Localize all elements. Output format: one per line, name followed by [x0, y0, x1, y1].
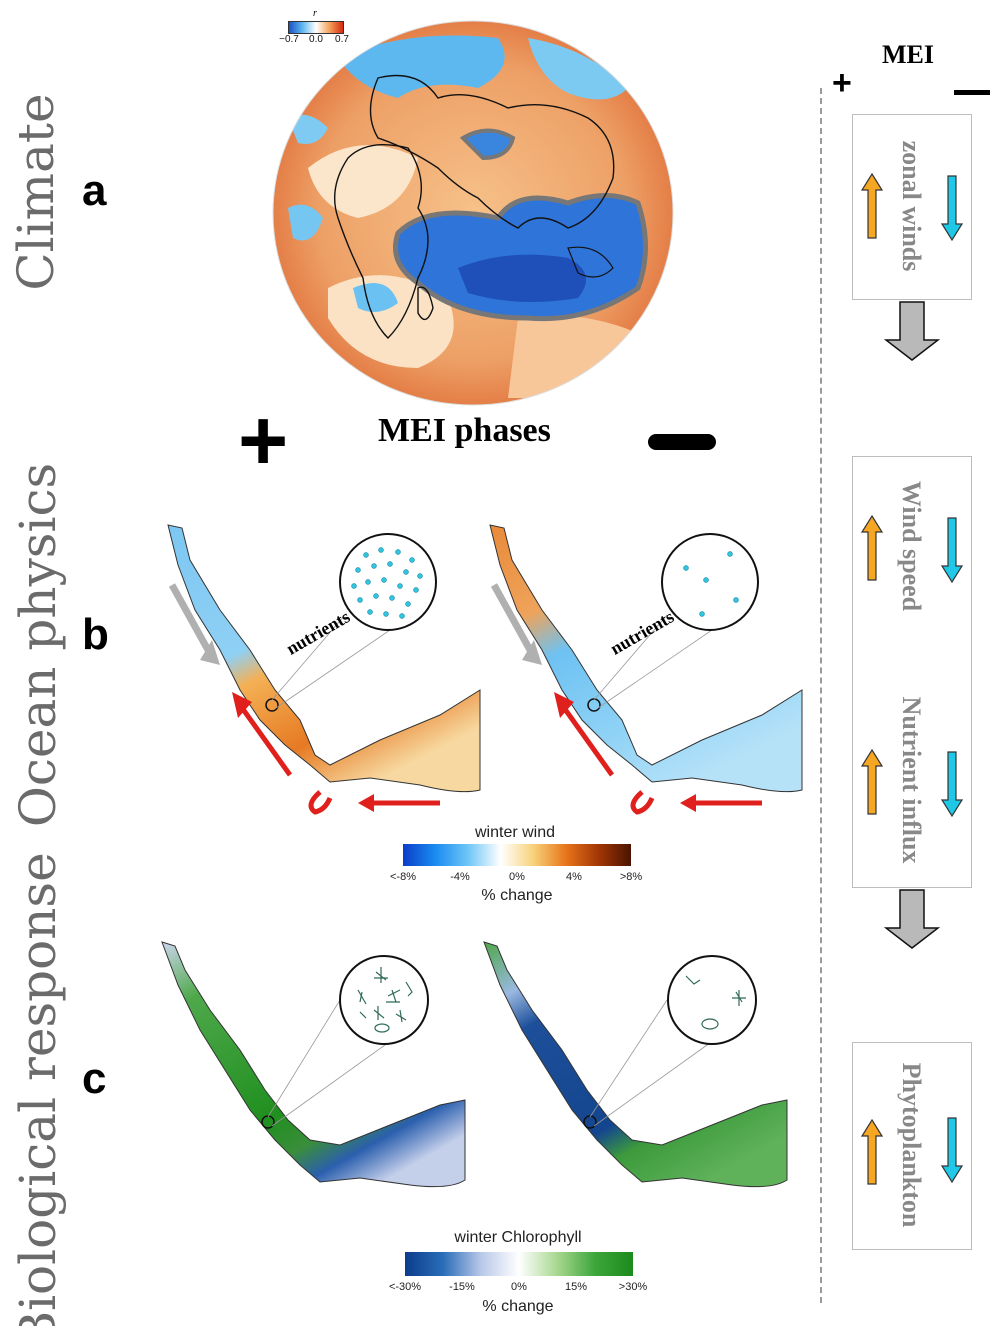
- right-plus: +: [832, 64, 852, 102]
- right-divider: [820, 88, 822, 1303]
- flow-arrow-icon-2: [884, 889, 940, 949]
- phytoplankton-bubble-negative: [667, 955, 757, 1045]
- phytoplankton-bubble-positive: [339, 955, 429, 1045]
- mei-phases-title: MEI phases: [378, 412, 551, 449]
- wind-map-positive: [167, 524, 481, 815]
- minus-sign: [648, 434, 716, 450]
- globe-legend-symbol: r: [313, 8, 317, 19]
- box-zonal-winds-label: zonal winds: [897, 140, 926, 272]
- chl-colorbar-unit: % change: [482, 1298, 554, 1315]
- panel-letter-c: c: [82, 1054, 107, 1103]
- chl-tick-0: <-30%: [388, 1281, 422, 1293]
- ocean-physics-label: Ocean physics: [9, 462, 67, 828]
- wind-tick-3: 4%: [566, 871, 582, 883]
- arrow-down-icon: [940, 1117, 964, 1184]
- box-nutrient-influx-label: Nutrient influx: [897, 696, 926, 864]
- arrow-up-icon: [860, 1118, 884, 1185]
- nutrients-bubble-positive: [339, 533, 437, 631]
- arrow-up-icon: [860, 172, 884, 239]
- biological-response-label: Biological response: [9, 852, 67, 1326]
- arrow-up-icon: [860, 748, 884, 815]
- arrow-down-icon: [940, 517, 964, 584]
- box-phytoplankton-label: Phytoplankton: [897, 1062, 926, 1228]
- chl-tick-2: 0%: [511, 1281, 527, 1293]
- box-wind-speed-label: Wind speed: [897, 480, 926, 612]
- globe-legend-tick-mid: 0.0: [309, 34, 323, 45]
- right-minus: [954, 90, 990, 95]
- wind-tick-2: 0%: [509, 871, 525, 883]
- chl-colorbar: [405, 1252, 633, 1276]
- globe-map: [272, 20, 674, 406]
- globe-legend: r −0.7 0.0 0.7: [279, 8, 350, 52]
- globe-legend-bar: [288, 21, 344, 34]
- globe-legend-tick-min: −0.7: [279, 34, 299, 45]
- plus-sign: +: [238, 393, 289, 489]
- panel-letter-b: b: [82, 610, 109, 659]
- wind-tick-4: >8%: [619, 871, 643, 883]
- chl-tick-1: -15%: [449, 1281, 475, 1293]
- chl-tick-4: >30%: [618, 1281, 648, 1293]
- climate-label: Climate: [7, 93, 65, 291]
- right-mei-header: MEI: [882, 40, 934, 69]
- chl-tick-3: 15%: [564, 1281, 588, 1293]
- wind-tick-0: <-8%: [390, 871, 416, 883]
- nutrients-bubble-negative: [661, 533, 759, 631]
- wind-colorbar: [403, 844, 631, 866]
- wind-colorbar-title: winter wind: [474, 824, 556, 841]
- chl-map-positive: [161, 941, 466, 1188]
- wind-map-negative: [489, 524, 803, 815]
- arrow-up-icon: [860, 514, 884, 581]
- chl-map-negative: [483, 941, 788, 1188]
- arrow-down-icon: [940, 175, 964, 242]
- globe-legend-tick-max: 0.7: [335, 34, 349, 45]
- chl-colorbar-title: winter Chlorophyll: [454, 1229, 582, 1246]
- panel-letter-a: a: [82, 166, 107, 215]
- wind-colorbar-unit: % change: [481, 887, 553, 904]
- flow-arrow-icon-1: [884, 301, 940, 361]
- wind-tick-1: -4%: [450, 871, 470, 883]
- arrow-down-icon: [940, 751, 964, 818]
